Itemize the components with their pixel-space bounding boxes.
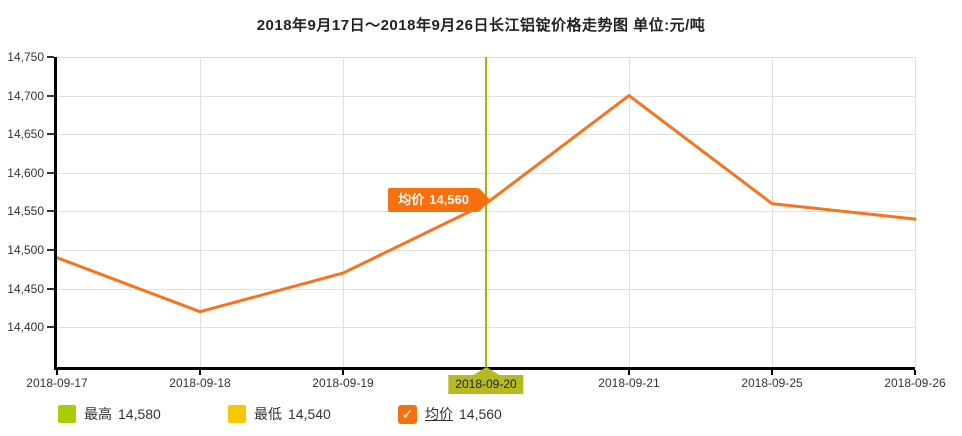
y-axis-tick — [47, 94, 54, 97]
x-axis-label[interactable]: 2018-09-26 — [884, 376, 946, 390]
price-line-svg — [55, 94, 917, 314]
y-axis-label: 14,550 — [7, 204, 44, 219]
y-axis-tick — [47, 326, 54, 329]
legend-low-label: 最低 — [254, 406, 282, 422]
v-gridline — [343, 57, 344, 368]
y-axis-label: 14,450 — [7, 281, 44, 296]
tooltip-value: 14,560 — [429, 191, 469, 207]
x-axis-label[interactable]: 2018-09-17 — [26, 376, 88, 390]
v-gridline — [772, 57, 773, 368]
y-axis-label: 14,500 — [7, 242, 44, 257]
legend-item-avg[interactable]: ✓ 均价 14,560 — [398, 404, 502, 424]
avg-checkbox[interactable]: ✓ — [398, 404, 417, 424]
legend-high-value: 14,580 — [118, 406, 161, 422]
plot-area[interactable] — [55, 57, 917, 368]
selection-line — [485, 57, 487, 368]
y-axis-label: 14,600 — [7, 165, 44, 180]
legend-avg-value: 14,560 — [459, 406, 502, 422]
y-axis-tick — [47, 210, 54, 213]
x-axis-label[interactable]: 2018-09-21 — [598, 376, 660, 390]
legend-item-low[interactable]: 最低 14,540 — [228, 404, 331, 424]
x-axis-tick — [628, 370, 630, 375]
y-axis — [54, 57, 57, 370]
tooltip: 均价 14,560 — [388, 187, 490, 212]
x-axis-tick — [199, 370, 201, 375]
tooltip-label: 均价 — [398, 191, 425, 207]
v-gridline — [915, 57, 916, 368]
high-swatch-icon — [58, 405, 76, 423]
y-axis-label: 14,700 — [7, 88, 44, 103]
x-axis-tick — [914, 370, 916, 375]
chart-title: 2018年9月17日～2018年9月26日长江铝锭价格走势图 单位:元/吨 — [256, 17, 706, 34]
x-axis-tick — [56, 370, 58, 375]
y-axis-label: 14,400 — [7, 320, 44, 335]
legend-item-high[interactable]: 最高 14,580 — [58, 404, 161, 424]
low-swatch-icon — [228, 405, 246, 423]
x-axis-tick — [771, 370, 773, 375]
y-axis-tick — [47, 56, 54, 58]
v-gridline — [629, 57, 630, 368]
legend-low-value: 14,540 — [288, 406, 331, 422]
y-axis-tick — [47, 248, 54, 251]
check-icon: ✓ — [401, 406, 414, 422]
y-axis-tick — [47, 171, 54, 174]
x-axis-label[interactable]: 2018-09-19 — [312, 376, 374, 390]
y-axis-tick — [47, 287, 54, 290]
x-axis-tick — [342, 370, 344, 375]
x-axis-label[interactable]: 2018-09-18 — [169, 376, 231, 390]
y-axis-tick — [47, 133, 54, 136]
y-axis-label: 14,650 — [7, 127, 44, 142]
v-gridline — [200, 57, 201, 368]
y-axis-label: 14,750 — [7, 50, 44, 64]
legend-high-label: 最高 — [84, 406, 112, 422]
x-axis-label[interactable]: 2018-09-25 — [741, 376, 803, 390]
x-axis-label[interactable]: 2018-09-20 — [448, 367, 524, 394]
legend-avg-label: 均价 — [425, 406, 453, 422]
